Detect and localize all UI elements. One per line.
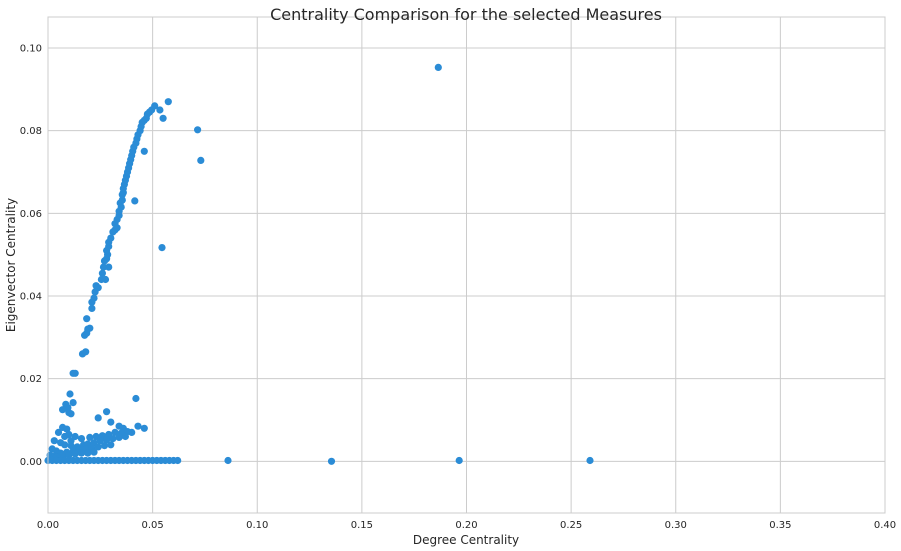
data-points bbox=[44, 63, 594, 465]
data-point bbox=[107, 441, 115, 449]
x-tick-labels: 0.00 0.05 0.10 0.15 0.20 0.25 0.30 0.35 0.40 bbox=[37, 520, 896, 531]
data-point bbox=[63, 425, 71, 433]
data-point bbox=[77, 449, 86, 457]
data-point bbox=[71, 450, 79, 458]
data-point bbox=[86, 433, 94, 441]
data-point bbox=[194, 126, 202, 134]
plot-frame bbox=[47, 16, 886, 514]
y-tick-label: 0.08 bbox=[20, 126, 42, 137]
data-point bbox=[61, 441, 69, 449]
x-tick-label: 0.00 bbox=[37, 520, 59, 531]
data-point bbox=[54, 428, 63, 436]
data-point bbox=[151, 102, 159, 110]
data-point bbox=[128, 428, 136, 436]
y-axis-label: Eigenvector Centrality bbox=[4, 198, 18, 332]
data-point bbox=[88, 304, 96, 312]
y-tick-label: 0.02 bbox=[20, 374, 42, 385]
data-point bbox=[50, 437, 58, 445]
data-point bbox=[158, 244, 166, 252]
x-tick-label: 0.35 bbox=[769, 520, 791, 531]
data-point bbox=[96, 437, 104, 445]
data-point bbox=[86, 324, 94, 332]
data-point bbox=[586, 456, 594, 465]
x-tick-label: 0.05 bbox=[141, 520, 163, 531]
data-point bbox=[90, 294, 98, 302]
y-tick-label: 0.10 bbox=[20, 44, 42, 55]
data-point bbox=[140, 147, 148, 155]
data-point bbox=[140, 424, 148, 432]
data-point bbox=[98, 269, 106, 277]
data-point bbox=[59, 406, 67, 414]
data-point bbox=[327, 457, 336, 465]
data-point bbox=[111, 428, 119, 436]
y-tick-labels: 0.00 0.02 0.04 0.06 0.08 0.10 bbox=[20, 44, 42, 468]
data-point bbox=[197, 156, 205, 164]
y-tick-label: 0.04 bbox=[20, 292, 42, 303]
data-point bbox=[67, 437, 75, 445]
data-point bbox=[131, 197, 139, 205]
data-point bbox=[156, 106, 164, 114]
data-point bbox=[109, 435, 117, 443]
data-point bbox=[90, 448, 98, 456]
data-point bbox=[134, 422, 142, 430]
data-point bbox=[107, 234, 115, 242]
y-tick-label: 0.00 bbox=[20, 457, 42, 468]
data-point bbox=[71, 369, 79, 377]
data-point bbox=[94, 443, 102, 451]
x-tick-label: 0.15 bbox=[351, 520, 373, 531]
grid-lines bbox=[47, 17, 886, 513]
data-point bbox=[132, 394, 140, 403]
data-point bbox=[174, 456, 182, 465]
data-point bbox=[118, 196, 126, 204]
y-tick-label: 0.06 bbox=[20, 209, 42, 220]
x-tick-label: 0.20 bbox=[455, 520, 477, 531]
data-point bbox=[77, 435, 86, 443]
data-point bbox=[159, 114, 167, 122]
data-point bbox=[103, 436, 111, 444]
data-point bbox=[66, 390, 74, 398]
data-point bbox=[164, 98, 172, 106]
data-point bbox=[101, 275, 110, 284]
data-point bbox=[65, 451, 73, 459]
x-tick-label: 0.10 bbox=[246, 520, 268, 531]
data-point bbox=[455, 456, 463, 465]
x-tick-label: 0.30 bbox=[665, 520, 687, 531]
x-tick-label: 0.40 bbox=[874, 520, 896, 531]
data-point bbox=[224, 456, 232, 465]
data-point bbox=[67, 410, 75, 418]
data-point bbox=[94, 414, 102, 422]
data-point bbox=[100, 442, 109, 450]
data-point bbox=[115, 433, 123, 441]
data-point bbox=[434, 63, 442, 71]
data-point bbox=[103, 408, 111, 416]
data-point bbox=[121, 432, 129, 441]
data-point bbox=[99, 263, 108, 271]
x-axis-label: Degree Centrality bbox=[413, 533, 519, 547]
data-point bbox=[83, 315, 91, 323]
data-point bbox=[84, 449, 92, 457]
data-point bbox=[61, 432, 69, 441]
chart-title: Centrality Comparison for the selected M… bbox=[270, 5, 662, 24]
x-tick-label: 0.25 bbox=[560, 520, 582, 531]
data-point bbox=[82, 348, 90, 356]
data-point bbox=[105, 263, 113, 271]
data-point bbox=[94, 284, 102, 292]
data-point bbox=[69, 399, 77, 407]
data-point bbox=[107, 418, 115, 426]
